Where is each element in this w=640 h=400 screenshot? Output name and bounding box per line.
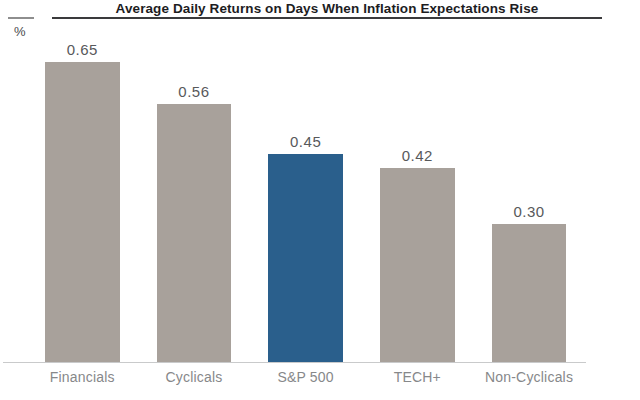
category-label-s-p-500: S&P 500: [250, 369, 362, 385]
bar-tech: [380, 168, 455, 362]
value-label-non-cyclicals: 0.30: [482, 203, 577, 220]
category-label-non-cyclicals: Non-Cyclicals: [473, 369, 585, 385]
bar-s-p-500: [268, 154, 343, 362]
bar-cyclicals: [157, 104, 232, 362]
y-axis-tick-line: [8, 17, 34, 19]
inflation-returns-bar-chart: Average Daily Returns on Days When Infla…: [0, 0, 640, 400]
y-axis-unit-label: %: [14, 24, 26, 39]
value-label-s-p-500: 0.45: [258, 133, 353, 150]
category-label-financials: Financials: [26, 369, 138, 385]
category-label-tech: TECH+: [361, 369, 473, 385]
category-label-cyclicals: Cyclicals: [138, 369, 250, 385]
title-underline-rule: [52, 17, 602, 19]
chart-title: Average Daily Returns on Days When Infla…: [52, 1, 602, 16]
value-label-cyclicals: 0.56: [147, 83, 242, 100]
bar-non-cyclicals: [492, 224, 567, 362]
bar-financials: [45, 62, 120, 362]
value-label-financials: 0.65: [35, 41, 130, 58]
x-axis-baseline: [3, 362, 586, 363]
value-label-tech: 0.42: [370, 147, 465, 164]
